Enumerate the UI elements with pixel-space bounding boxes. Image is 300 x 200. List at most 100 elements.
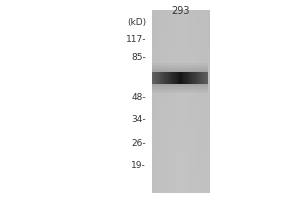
Bar xyxy=(190,10,191,193)
Bar xyxy=(189,10,190,193)
Bar xyxy=(206,72,207,84)
Bar xyxy=(152,138,210,143)
Bar xyxy=(180,72,181,84)
Bar xyxy=(196,72,197,84)
Bar xyxy=(177,72,178,84)
Bar xyxy=(152,147,210,152)
Bar xyxy=(152,28,210,33)
Bar xyxy=(154,10,155,193)
Bar xyxy=(189,72,190,84)
Bar xyxy=(193,10,194,193)
Text: 85-: 85- xyxy=(131,53,146,62)
Bar xyxy=(152,90,208,92)
Bar xyxy=(152,111,210,115)
Bar xyxy=(152,115,210,120)
Bar xyxy=(152,175,210,179)
Bar xyxy=(184,10,186,193)
Bar xyxy=(187,10,188,193)
Bar xyxy=(201,72,202,84)
Text: 48-: 48- xyxy=(131,92,146,102)
Bar xyxy=(152,161,210,166)
Bar xyxy=(152,92,210,97)
Bar xyxy=(176,10,178,193)
Bar xyxy=(152,79,210,83)
Bar xyxy=(152,83,210,88)
Bar xyxy=(197,72,198,84)
Bar xyxy=(152,84,208,86)
Bar xyxy=(162,72,163,84)
Bar xyxy=(202,72,203,84)
Bar xyxy=(153,10,154,193)
Bar xyxy=(164,10,165,193)
Text: 26-: 26- xyxy=(131,138,146,148)
Bar xyxy=(202,10,203,193)
Bar xyxy=(208,10,209,193)
Bar xyxy=(204,10,206,193)
Bar xyxy=(159,10,160,193)
Bar xyxy=(152,71,208,72)
Bar xyxy=(178,72,179,84)
Bar xyxy=(200,10,201,193)
Bar xyxy=(152,184,210,188)
Bar xyxy=(152,97,210,102)
Bar xyxy=(174,10,175,193)
Bar xyxy=(152,152,210,156)
Bar xyxy=(158,72,159,84)
Bar xyxy=(195,72,196,84)
Bar xyxy=(152,156,210,161)
Bar xyxy=(152,60,210,65)
Bar xyxy=(152,56,210,60)
Bar xyxy=(169,10,171,193)
Text: 117-: 117- xyxy=(125,36,146,45)
Bar xyxy=(164,72,165,84)
Bar xyxy=(152,120,210,124)
Bar xyxy=(200,72,201,84)
Bar xyxy=(152,106,210,111)
Bar xyxy=(152,69,210,74)
Bar xyxy=(153,72,154,84)
Bar xyxy=(198,72,199,84)
Bar xyxy=(192,72,194,84)
Bar xyxy=(152,33,210,37)
Bar xyxy=(152,74,210,79)
Bar xyxy=(187,72,188,84)
Bar xyxy=(205,72,206,84)
Bar xyxy=(152,143,210,147)
Bar xyxy=(168,10,169,193)
Bar xyxy=(160,10,161,193)
Bar xyxy=(152,66,208,68)
Bar xyxy=(176,72,177,84)
Bar xyxy=(182,72,183,84)
Bar xyxy=(165,72,166,84)
Bar xyxy=(152,51,210,56)
Bar xyxy=(152,15,210,19)
Bar xyxy=(183,72,184,84)
Bar xyxy=(167,72,168,84)
Bar xyxy=(203,72,205,84)
Bar xyxy=(152,68,208,69)
Bar xyxy=(160,72,161,84)
Bar xyxy=(159,72,160,84)
Bar xyxy=(152,102,210,106)
Bar xyxy=(161,10,162,193)
Bar xyxy=(181,72,182,84)
Bar xyxy=(167,10,168,193)
Bar xyxy=(152,88,210,92)
Bar xyxy=(161,72,162,84)
Bar xyxy=(152,92,208,93)
Bar xyxy=(173,10,174,193)
Bar xyxy=(195,10,196,193)
Bar xyxy=(163,72,164,84)
Bar xyxy=(152,19,210,24)
Text: (kD): (kD) xyxy=(127,18,146,27)
Bar xyxy=(165,10,166,193)
Text: 293: 293 xyxy=(172,6,190,16)
Bar xyxy=(186,10,187,193)
Bar xyxy=(206,10,208,193)
Bar xyxy=(207,72,208,84)
Bar xyxy=(191,72,192,84)
Bar xyxy=(152,124,210,129)
Bar xyxy=(169,72,170,84)
Bar xyxy=(152,86,208,87)
Bar xyxy=(174,72,175,84)
